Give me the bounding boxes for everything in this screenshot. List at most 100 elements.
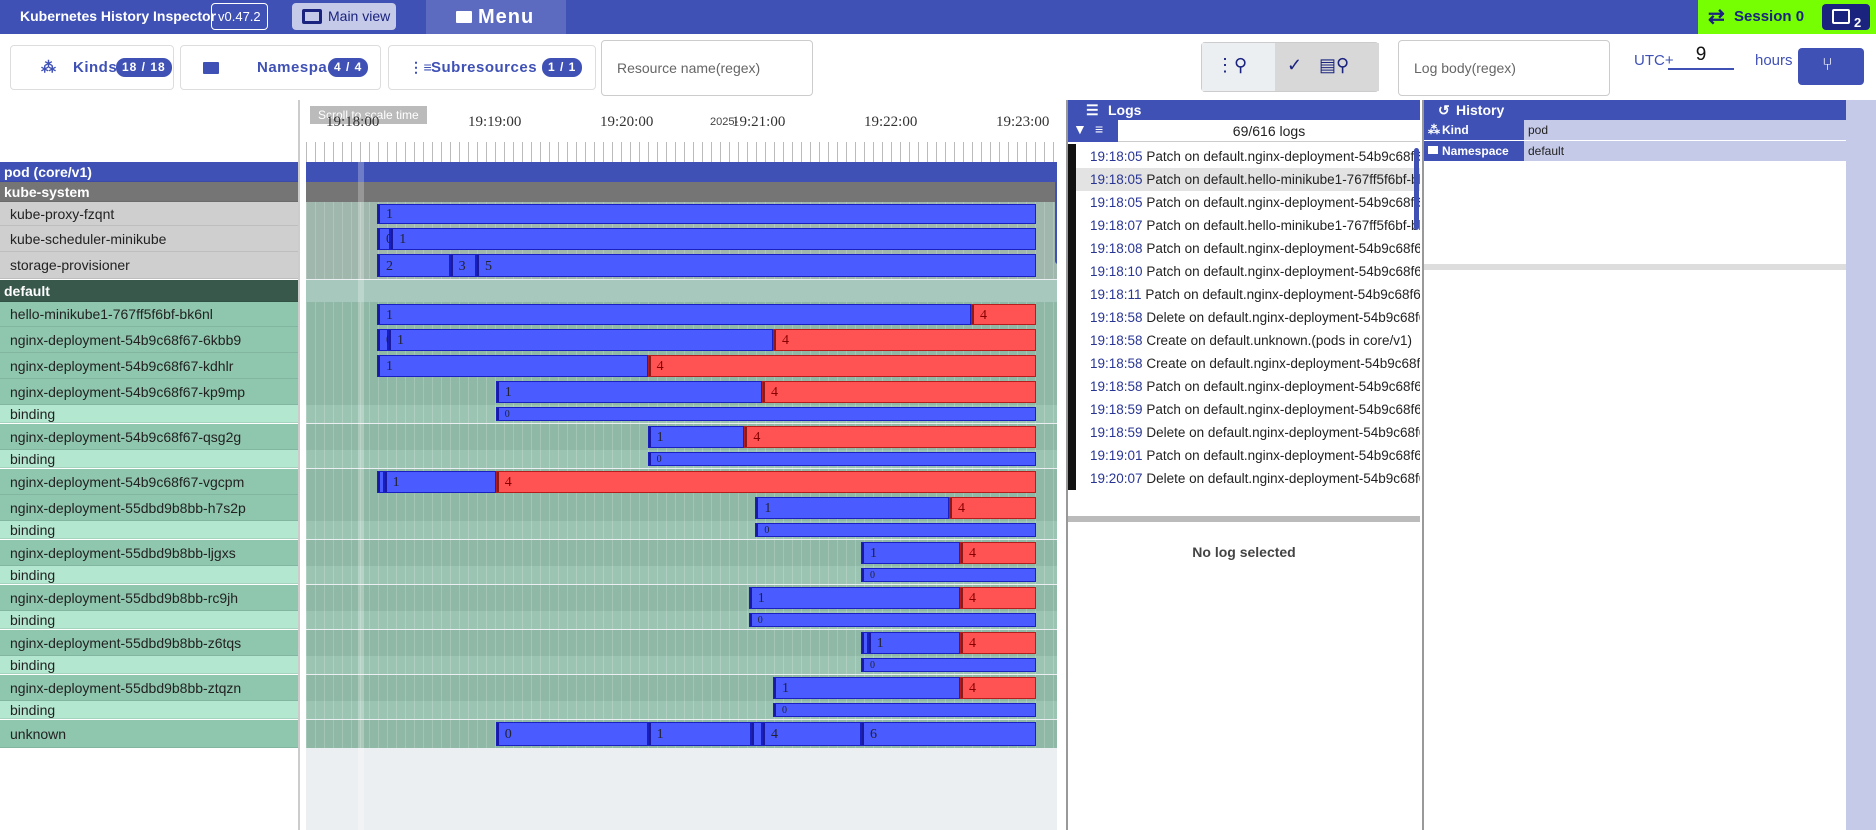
revision-bar[interactable]: 1 xyxy=(748,587,960,609)
timeline-row[interactable] xyxy=(306,162,1057,182)
deleted-revision-bar[interactable]: 4 xyxy=(495,471,1036,493)
menu-button[interactable]: Menu xyxy=(426,0,566,34)
log-row[interactable]: 19:18:10 Patch on default.nginx-deployme… xyxy=(1068,260,1420,283)
resource-row[interactable]: nginx-deployment-54b9c68f67-qsg2g xyxy=(0,424,298,450)
filter-logs-button[interactable]: ✓ ▤⚲ xyxy=(1275,43,1379,91)
revision-bar[interactable]: 0 xyxy=(748,613,1036,627)
timeline-body[interactable]: 1012351401414140140014140140140014014001… xyxy=(306,162,1057,830)
log-row[interactable]: 19:18:59 Delete on default.nginx-deploym… xyxy=(1068,421,1420,444)
log-row[interactable]: 19:18:59 Patch on default.nginx-deployme… xyxy=(1068,398,1420,421)
main-view-button[interactable]: Main view xyxy=(292,3,396,30)
resource-row[interactable]: nginx-deployment-55dbd9b8bb-z6tqs xyxy=(0,630,298,656)
revision-bar[interactable]: 1 xyxy=(377,304,971,325)
revision-bar[interactable]: 1 xyxy=(773,677,960,699)
log-row[interactable]: 19:18:05 Patch on default.nginx-deployme… xyxy=(1068,144,1420,145)
resource-row[interactable]: nginx-deployment-55dbd9b8bb-ztqzn xyxy=(0,675,298,701)
revision-bar[interactable]: 0 xyxy=(773,703,1036,717)
revision-bar[interactable]: 1 xyxy=(377,204,1036,224)
filter-timeline-button[interactable]: ⋮⚲ xyxy=(1202,43,1275,91)
kind-header[interactable]: pod (core/v1) xyxy=(0,162,298,182)
log-row[interactable]: 19:18:08 Patch on default.nginx-deployme… xyxy=(1068,237,1420,260)
revision-bar[interactable]: 5 xyxy=(476,254,1036,277)
log-body-input[interactable]: Log body(regex) xyxy=(1398,40,1610,96)
revision-bar[interactable]: 0 xyxy=(861,568,1036,582)
resource-row[interactable]: unknown xyxy=(0,720,298,748)
deleted-revision-bar[interactable]: 4 xyxy=(971,304,1036,325)
resource-row[interactable]: kube-scheduler-minikube xyxy=(0,226,298,252)
subresource-row[interactable]: binding xyxy=(0,566,298,584)
log-filter-toggle[interactable]: ⋮⚲ ✓ ▤⚲ xyxy=(1201,42,1379,92)
revision-bar[interactable]: 1 xyxy=(390,228,1036,250)
subresource-row[interactable]: binding xyxy=(0,450,298,468)
resource-row[interactable]: nginx-deployment-54b9c68f67-kdhlr xyxy=(0,353,298,379)
log-row[interactable]: 19:18:07 Patch on default.hello-minikube… xyxy=(1068,214,1420,237)
log-row[interactable]: 19:18:58 Create on default.nginx-deploym… xyxy=(1068,352,1420,375)
log-scrollbar[interactable] xyxy=(1414,148,1419,230)
revision-bar[interactable]: 1 xyxy=(647,722,751,746)
revision-bar[interactable]: 1 xyxy=(383,471,496,493)
revision-bar[interactable] xyxy=(751,722,762,746)
log-row[interactable]: 19:19:01 Patch on default.nginx-deployme… xyxy=(1068,444,1420,467)
deleted-revision-bar[interactable]: 4 xyxy=(960,587,1036,609)
subresource-row[interactable]: binding xyxy=(0,405,298,423)
revision-bar[interactable]: 0 xyxy=(495,407,1036,421)
log-splitter[interactable] xyxy=(1068,516,1420,522)
subresource-row[interactable]: binding xyxy=(0,521,298,539)
resource-row[interactable]: nginx-deployment-54b9c68f67-6kbb9 xyxy=(0,327,298,353)
subresource-row[interactable]: binding xyxy=(0,656,298,674)
revision-bar[interactable]: 1 xyxy=(755,497,949,519)
sort-icon[interactable]: ≡ xyxy=(1095,121,1104,137)
revision-bar[interactable]: 0 xyxy=(861,632,877,654)
subresource-row[interactable]: binding xyxy=(0,611,298,629)
revision-bar[interactable]: 6 xyxy=(861,722,1036,746)
resource-row[interactable]: nginx-deployment-55dbd9b8bb-rc9jh xyxy=(0,585,298,611)
timeline-scrollbar[interactable] xyxy=(1055,180,1057,264)
timeline[interactable]: Scroll to scale time 2025- 19:18:00 19:19… xyxy=(306,100,1057,830)
diff-button[interactable]: ⑂ xyxy=(1798,48,1864,85)
deleted-revision-bar[interactable]: 4 xyxy=(949,497,1036,519)
resource-row[interactable]: nginx-deployment-55dbd9b8bb-h7s2p xyxy=(0,495,298,521)
resource-row[interactable]: hello-minikube1-767ff5f6bf-bk6nl xyxy=(0,302,298,327)
deleted-revision-bar[interactable]: 4 xyxy=(960,542,1036,564)
resource-row[interactable]: nginx-deployment-54b9c68f67-vgcpm xyxy=(0,469,298,495)
resource-row[interactable]: nginx-deployment-54b9c68f67-kp9mp xyxy=(0,379,298,405)
deleted-revision-bar[interactable]: 4 xyxy=(960,677,1036,699)
revision-bar[interactable]: 0 xyxy=(861,658,1036,672)
namespace-header[interactable]: kube-system xyxy=(0,182,298,202)
resource-row[interactable]: nginx-deployment-55dbd9b8bb-ljgxs xyxy=(0,540,298,566)
timezone-input[interactable]: 9 xyxy=(1668,44,1734,70)
history-splitter[interactable] xyxy=(1424,264,1846,270)
log-row[interactable]: 19:18:05 Patch on default.nginx-deployme… xyxy=(1068,191,1420,214)
log-row[interactable]: 19:20:07 Delete on default.nginx-deploym… xyxy=(1068,467,1420,490)
log-row[interactable]: 19:18:11 Patch on default.nginx-deployme… xyxy=(1068,283,1420,306)
session-count-badge[interactable]: 2 xyxy=(1822,4,1870,30)
subresources-filter-button[interactable]: ⋮≡ Subresources 1 / 1 xyxy=(388,45,596,90)
revision-bar[interactable]: 4 xyxy=(762,722,861,746)
revision-bar[interactable]: 2 xyxy=(377,254,450,277)
revision-bar[interactable]: 3 xyxy=(449,254,476,277)
revision-bar[interactable]: 0 xyxy=(495,722,648,746)
log-row[interactable]: 19:18:58 Patch on default.nginx-deployme… xyxy=(1068,375,1420,398)
revision-bar[interactable]: 0 xyxy=(755,523,1036,537)
log-row[interactable]: 19:18:05 Patch on default.hello-minikube… xyxy=(1068,168,1420,191)
revision-bar[interactable]: 0 xyxy=(647,452,1036,466)
log-row[interactable]: 19:18:58 Delete on default.nginx-deploym… xyxy=(1068,306,1420,329)
namespaces-filter-button[interactable]: Namespaces 4 / 4 xyxy=(180,45,381,90)
deleted-revision-bar[interactable]: 4 xyxy=(762,381,1036,403)
revision-bar[interactable]: 1 xyxy=(867,632,960,654)
revision-bar[interactable]: 1 xyxy=(388,329,773,351)
log-row[interactable]: 19:18:58 Create on default.unknown.(pods… xyxy=(1068,329,1420,352)
deleted-revision-bar[interactable]: 4 xyxy=(773,329,1036,351)
revision-bar[interactable]: 0 xyxy=(377,228,393,250)
deleted-revision-bar[interactable]: 4 xyxy=(960,632,1036,654)
kinds-filter-button[interactable]: ⁂ Kinds 18 / 18 xyxy=(10,45,174,90)
resource-row[interactable]: storage-provisioner xyxy=(0,252,298,279)
filter-icon[interactable]: ▼ xyxy=(1073,121,1087,137)
revision-bar[interactable]: 1 xyxy=(861,542,960,564)
subresource-row[interactable]: binding xyxy=(0,701,298,719)
log-row[interactable]: 19:18:05 Patch on default.nginx-deployme… xyxy=(1068,145,1420,168)
revision-bar[interactable]: 1 xyxy=(647,426,745,448)
revision-bar[interactable]: 0 xyxy=(377,471,393,493)
timeline-row[interactable] xyxy=(306,280,1057,302)
revision-bar[interactable]: 1 xyxy=(495,381,762,403)
